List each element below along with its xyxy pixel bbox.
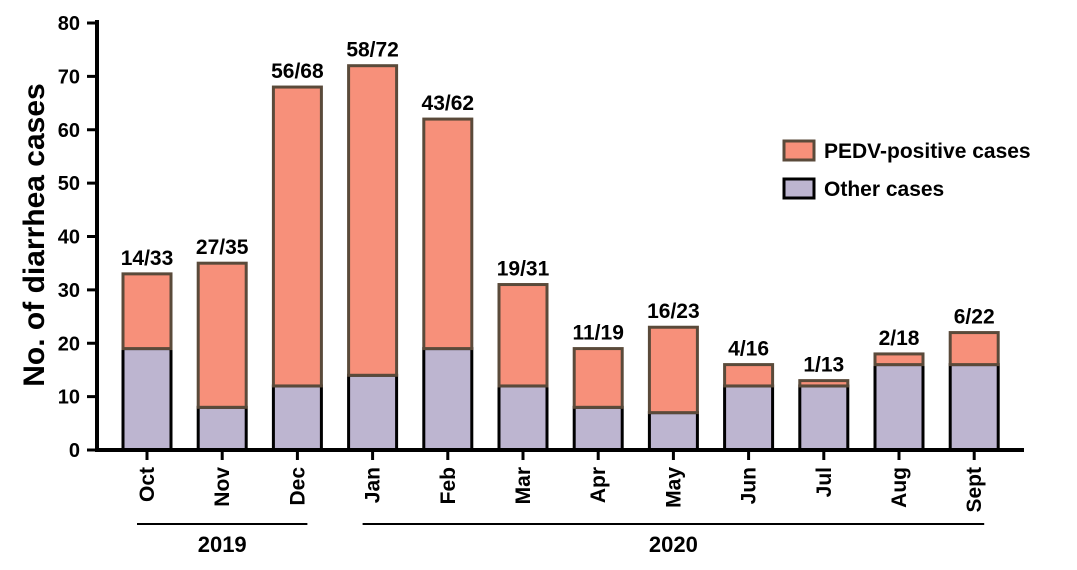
bar-pedv-may [647,325,699,415]
data-label-may: 16/23 [647,300,700,323]
y-tick-label: 70 [58,66,80,88]
legend-swatch-pedv [782,139,816,162]
data-label-sept: 6/22 [954,306,995,329]
data-label-feb: 43/62 [422,92,475,115]
year-label-2020: 2020 [649,532,698,557]
x-tick-label-feb: Feb [437,467,460,504]
legend: PEDV-positive cases Other cases [782,139,1031,201]
bar-other-sept [948,363,1000,452]
bar-pedv-oct [121,272,173,351]
bar-pedv-jun [723,363,775,388]
bar-pedv-jan [347,64,399,377]
y-axis-label: No. of diarrhea cases [18,83,51,386]
bar-other-feb [422,347,474,452]
bar-other-jul [798,384,850,452]
bar-pedv-jul [798,379,850,388]
data-label-apr: 11/19 [572,322,623,345]
x-tick-label-apr: Apr [587,467,610,503]
year-label-2019: 2019 [198,532,247,557]
x-tick-label-sept: Sept [963,467,986,513]
legend-label-pedv: PEDV-positive cases [824,140,1031,163]
x-tick-label-jun: Jun [738,467,761,504]
y-tick-label: 20 [58,333,80,355]
y-tick-label: 60 [58,120,80,142]
data-label-jul: 1/13 [803,354,844,377]
x-tick-label-nov: Nov [211,467,234,507]
bar-pedv-apr [572,347,624,409]
bar-pedv-aug [873,352,925,367]
x-tick-label-dec: Dec [286,467,309,506]
bar-other-mar [497,384,549,452]
bar-other-oct [121,347,173,452]
year-groups: 2019 2020 [137,523,985,557]
bar-pedv-dec [271,85,323,388]
x-tick-label-oct: Oct [136,467,159,502]
bars [121,64,1000,452]
data-label-jun: 4/16 [728,338,769,361]
y-ticks: 0 10 20 30 40 50 60 70 80 [58,13,97,462]
legend-swatch-other [782,177,816,200]
data-label-aug: 2/18 [879,327,920,350]
data-label-oct: 14/33 [121,247,174,270]
x-ticks: Oct Nov Dec Jan Feb Mar Apr May Jun Jul Aug Sept [136,450,986,513]
y-tick-label: 80 [58,13,80,35]
y-tick-label: 40 [58,227,80,249]
bar-other-jan [347,373,399,452]
y-tick-label: 30 [58,280,80,302]
bar-pedv-sept [948,331,1000,367]
x-tick-label-may: May [662,467,685,508]
bar-other-apr [572,405,624,452]
x-tick-label-jan: Jan [362,467,385,503]
x-tick-label-jul: Jul [813,467,836,497]
bar-pedv-nov [196,261,248,409]
data-labels: 14/33 27/35 56/68 58/72 43/62 19/31 11/19 16/23… [121,39,995,377]
bar-pedv-feb [422,117,474,351]
data-label-mar: 19/31 [497,258,550,281]
bar-other-jun [723,384,775,452]
bar-other-aug [873,363,925,452]
bar-pedv-mar [497,283,549,388]
data-label-jan: 58/72 [346,39,399,62]
x-tick-label-aug: Aug [888,467,911,508]
data-label-nov: 27/35 [196,236,249,259]
y-tick-label: 0 [69,440,80,462]
y-tick-label: 50 [58,173,80,195]
bar-other-nov [196,405,248,452]
legend-label-other: Other cases [824,178,944,201]
data-label-dec: 56/68 [271,60,324,83]
y-tick-label: 10 [58,387,80,409]
bar-other-dec [271,384,323,452]
bar-other-may [647,411,699,452]
x-tick-label-mar: Mar [512,467,535,504]
